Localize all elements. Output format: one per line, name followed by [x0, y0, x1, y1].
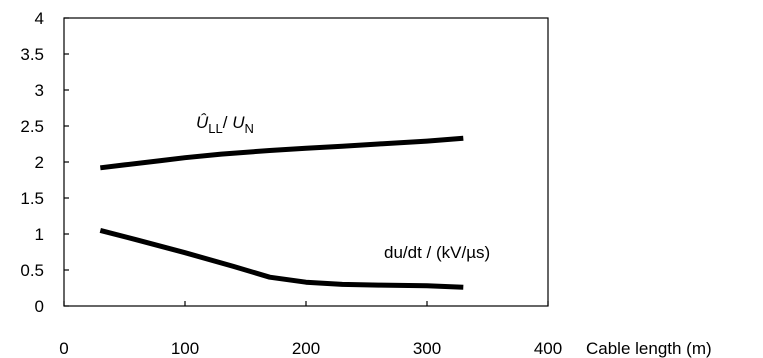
series-line-0	[100, 135, 464, 171]
series-label-dudt: du/dt / (kV/µs)	[384, 243, 490, 262]
y-tick-label: 3.5	[20, 45, 44, 64]
y-tick-label: 1.5	[20, 189, 44, 208]
x-axis-title: Cable length (m)	[586, 339, 712, 358]
y-tick-label: 0	[35, 297, 44, 316]
series-label-voltage-ratio: ÛLL/ UN	[196, 113, 254, 136]
y-tick-label: 2.5	[20, 117, 44, 136]
x-tick-label: 200	[292, 339, 320, 358]
series-line-1	[99, 227, 464, 290]
y-axis-ticks: 0 0.5 1 1.5 2 2.5 3 3.5 4	[20, 9, 69, 316]
x-tick-label: 400	[534, 339, 562, 358]
y-tick-label: 2	[35, 153, 44, 172]
y-tick-label: 1	[35, 225, 44, 244]
series-layer	[99, 135, 464, 290]
x-tick-label: 300	[413, 339, 441, 358]
y-tick-label: 0.5	[20, 261, 44, 280]
x-tick-label: 0	[59, 339, 68, 358]
x-tick-label: 100	[171, 339, 199, 358]
y-tick-label: 3	[35, 81, 44, 100]
x-axis-ticks: 0 100 200 300 400	[59, 301, 562, 358]
y-tick-label: 4	[35, 9, 44, 28]
